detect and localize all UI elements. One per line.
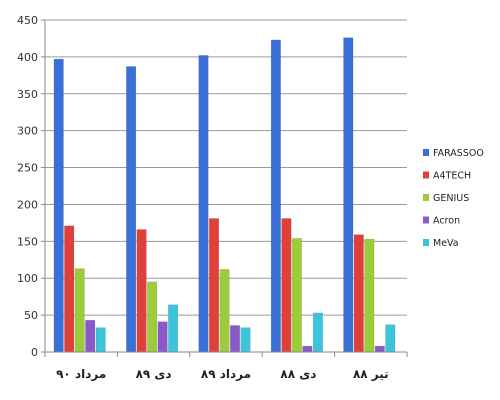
y-tick-label: 0 (31, 346, 38, 359)
bar-genius (74, 268, 85, 353)
y-tick-label: 250 (17, 162, 38, 175)
bar-meva (240, 327, 251, 353)
legend: FARASSOO A4TECH GENIUS Acron MeVa (423, 148, 484, 249)
legend-swatch (423, 239, 429, 246)
bar-genius (147, 281, 158, 353)
bar-farassoo (343, 37, 354, 353)
axes (44, 20, 408, 357)
x-category-label: مرداد ۹۰ (56, 367, 106, 381)
bar-acron (302, 345, 313, 353)
legend-swatch (423, 149, 429, 156)
legend-label: Acron (433, 216, 460, 227)
y-tick-label: 150 (17, 235, 38, 248)
bar-acron (230, 325, 240, 353)
legend-label: MeVa (433, 238, 459, 249)
y-tick-label: 100 (17, 272, 38, 285)
bar-a4tech (136, 229, 147, 353)
bar-genius (364, 238, 375, 353)
bar-farassoo (198, 55, 209, 353)
bar-farassoo (53, 58, 64, 353)
y-axis-ticks: 0 50 100 150 200 250 300 350 400 450 (17, 14, 45, 359)
legend-label: GENIUS (433, 193, 469, 204)
bar-a4tech (64, 225, 75, 353)
bars (53, 37, 396, 353)
y-tick-label: 200 (17, 198, 38, 211)
bar-genius (291, 238, 302, 353)
y-tick-label: 400 (17, 51, 38, 64)
bar-acron (85, 320, 96, 353)
legend-label: A4TECH (433, 171, 471, 182)
legend-label: FARASSOO (433, 148, 484, 159)
bar-a4tech (281, 218, 292, 353)
bar-a4tech (353, 234, 364, 353)
bar-meva (385, 324, 396, 353)
grid-lines (45, 19, 407, 316)
y-tick-label: 350 (17, 88, 38, 101)
x-category-label: دی ۸۹ (136, 367, 172, 381)
legend-swatch (423, 171, 429, 179)
bar-farassoo (270, 39, 281, 353)
y-tick-label: 450 (17, 14, 38, 27)
bar-meva (95, 327, 106, 353)
bar-a4tech (209, 218, 219, 353)
bar-genius (219, 269, 230, 353)
legend-swatch (423, 194, 429, 201)
bar-acron (374, 345, 385, 353)
x-category-label: تیر ۸۸ (353, 367, 389, 381)
x-category-label: مرداد ۸۹ (201, 367, 251, 381)
bar-meva (312, 312, 323, 353)
y-tick-label: 300 (17, 125, 38, 138)
bar-farassoo (126, 66, 137, 353)
x-category-label: دی ۸۸ (280, 367, 316, 381)
bar-meva (168, 304, 179, 353)
y-tick-label: 50 (24, 309, 38, 322)
legend-swatch (423, 216, 429, 224)
x-axis-categories: مرداد ۹۰ دی ۸۹ مرداد ۸۹ دی ۸۸ تیر ۸۸ (56, 367, 389, 381)
bar-acron (157, 321, 168, 353)
